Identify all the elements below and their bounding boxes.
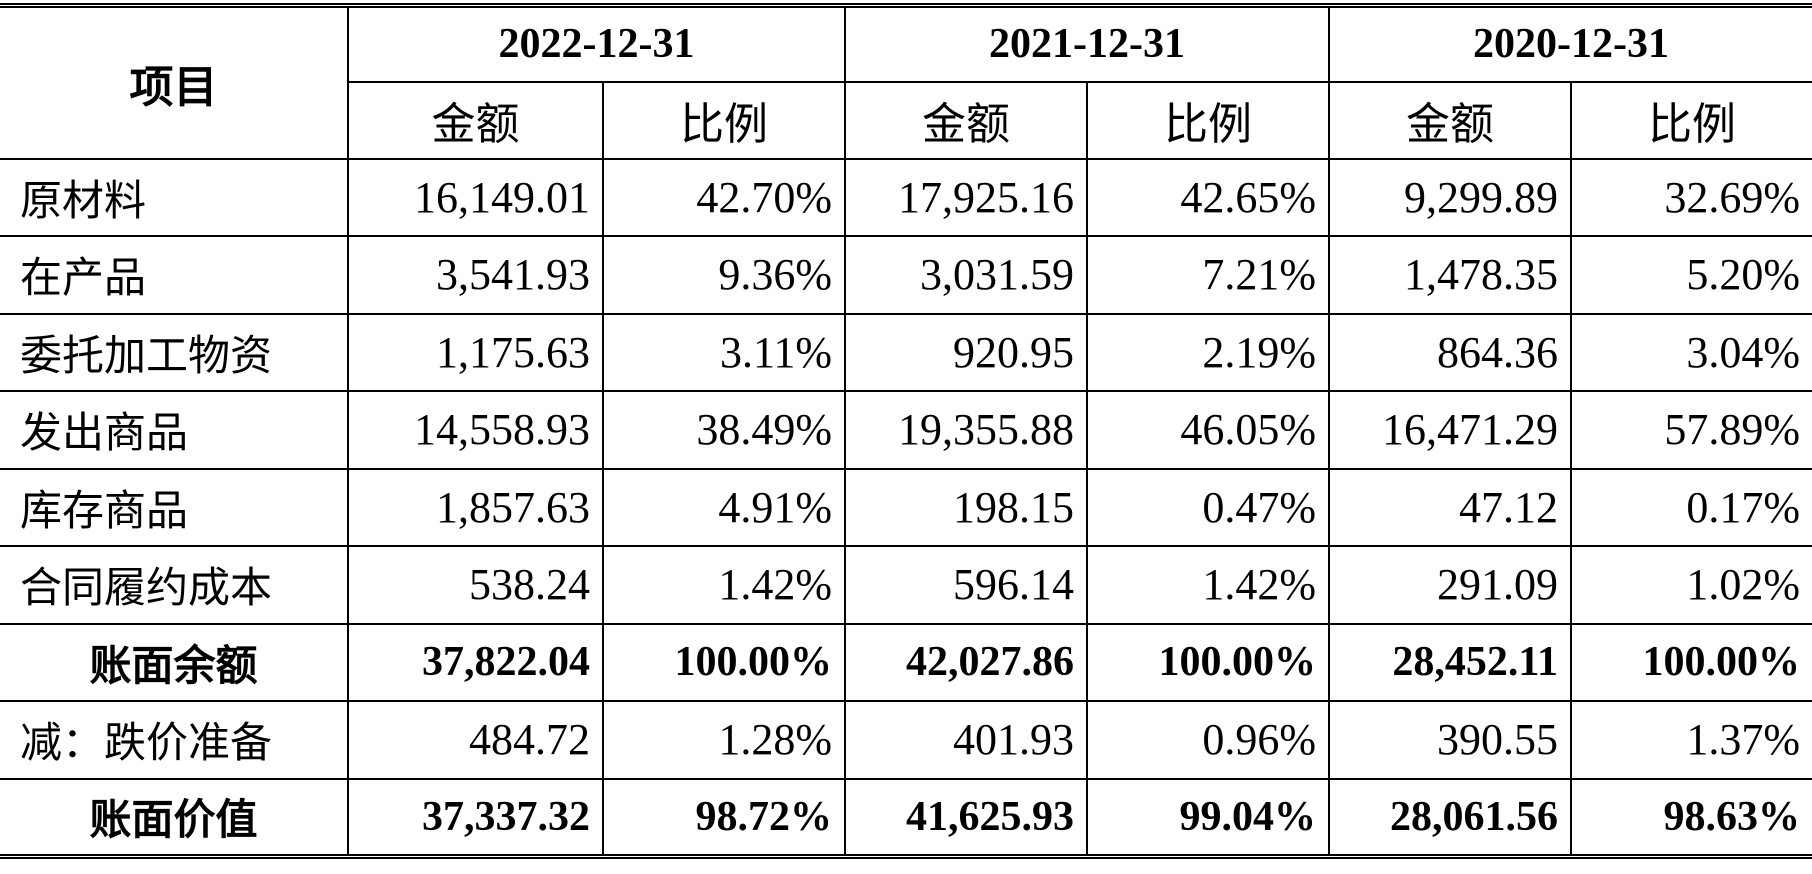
ratio-cell: 3.04% [1570,312,1812,392]
ratio-cell: 100.00% [601,622,847,702]
amount-cell: 390.55 [1328,700,1573,780]
row-label: 委托加工物资 [0,312,349,392]
amount-cell: 198.15 [844,467,1089,547]
amount-cell: 1,857.63 [347,467,604,547]
ratio-cell: 0.47% [1086,467,1331,547]
amount-cell: 41,625.93 [844,777,1089,857]
amount-cell: 37,337.32 [347,777,604,857]
ratio-cell: 100.00% [1086,622,1331,702]
ratio-cell: 1.28% [601,700,847,780]
amount-cell: 47.12 [1328,467,1573,547]
table-row: 减：跌价准备 484.72 1.28% 401.93 0.96% 390.55 1.37% [0,700,1812,780]
period-header-2020: 2020-12-31 [1328,4,1812,83]
row-label: 发出商品 [0,390,349,470]
table-row: 发出商品 14,558.93 38.49% 19,355.88 46.05% 16,471… [0,390,1812,470]
ratio-header: 比例 [601,80,847,160]
amount-cell: 9,299.89 [1328,157,1573,237]
table-row: 账面余额 37,822.04 100.00% 42,027.86 100.00% 28,4… [0,622,1812,702]
header-row-subcolumns: 金额 比例 金额 比例 金额 比例 [0,80,1812,160]
table-row: 委托加工物资 1,175.63 3.11% 920.95 2.19% 864.36 3.04… [0,312,1812,392]
ratio-cell: 46.05% [1086,390,1331,470]
amount-header: 金额 [1328,80,1573,160]
table-row: 在产品 3,541.93 9.36% 3,031.59 7.21% 1,478.35 5.2… [0,235,1812,315]
ratio-header: 比例 [1570,80,1812,160]
row-label: 账面价值 [0,777,349,857]
row-label: 减：跌价准备 [0,700,349,780]
amount-cell: 28,452.11 [1328,622,1573,702]
ratio-cell: 1.37% [1570,700,1812,780]
amount-cell: 291.09 [1328,545,1573,625]
ratio-cell: 3.11% [601,312,847,392]
ratio-cell: 42.70% [601,157,847,237]
amount-cell: 3,541.93 [347,235,604,315]
ratio-cell: 7.21% [1086,235,1331,315]
amount-cell: 28,061.56 [1328,777,1573,857]
amount-header: 金额 [348,80,604,160]
ratio-cell: 0.96% [1086,700,1331,780]
table-row: 账面价值 37,337.32 98.72% 41,625.93 99.04% 28,061… [0,777,1812,857]
row-label: 账面余额 [0,622,349,702]
table-row: 合同履约成本 538.24 1.42% 596.14 1.42% 291.09 1.02% [0,545,1812,625]
row-label: 合同履约成本 [0,545,349,625]
inventory-table: 项目 2022-12-31 2021-12-31 2020-12-31 金额 比… [0,3,1812,859]
ratio-cell: 9.36% [601,235,847,315]
ratio-header: 比例 [1086,80,1331,160]
amount-cell: 42,027.86 [844,622,1089,702]
amount-cell: 484.72 [347,700,604,780]
amount-cell: 920.95 [844,312,1089,392]
ratio-cell: 1.02% [1570,545,1812,625]
amount-cell: 16,149.01 [347,157,604,237]
ratio-cell: 5.20% [1570,235,1812,315]
amount-header: 金额 [844,80,1089,160]
ratio-cell: 2.19% [1086,312,1331,392]
amount-cell: 17,925.16 [844,157,1089,237]
period-header-2021: 2021-12-31 [844,4,1331,83]
amount-cell: 1,175.63 [347,312,604,392]
ratio-cell: 42.65% [1086,157,1331,237]
ratio-cell: 100.00% [1570,622,1812,702]
ratio-cell: 4.91% [601,467,847,547]
amount-cell: 19,355.88 [844,390,1089,470]
table-row: 原材料 16,149.01 42.70% 17,925.16 42.65% 9,299.8… [0,157,1812,237]
row-label: 原材料 [0,157,349,237]
ratio-cell: 99.04% [1086,777,1331,857]
amount-cell: 864.36 [1328,312,1573,392]
ratio-cell: 32.69% [1570,157,1812,237]
ratio-cell: 57.89% [1570,390,1812,470]
amount-cell: 14,558.93 [347,390,604,470]
amount-cell: 37,822.04 [347,622,604,702]
ratio-cell: 98.72% [601,777,847,857]
table-body: 原材料 16,149.01 42.70% 17,925.16 42.65% 9,299.8… [0,157,1812,857]
amount-cell: 16,471.29 [1328,390,1573,470]
ratio-cell: 1.42% [601,545,847,625]
amount-cell: 401.93 [844,700,1089,780]
amount-cell: 3,031.59 [844,235,1089,315]
table-row: 库存商品 1,857.63 4.91% 198.15 0.47% 47.12 0.17% [0,467,1812,547]
ratio-cell: 38.49% [601,390,847,470]
amount-cell: 596.14 [844,545,1089,625]
row-label: 库存商品 [0,467,349,547]
item-column-header: 项目 [0,4,349,160]
header-row-dates: 项目 2022-12-31 2021-12-31 2020-12-31 [0,4,1812,160]
ratio-cell: 98.63% [1570,777,1812,857]
row-label: 在产品 [0,235,349,315]
amount-cell: 538.24 [347,545,604,625]
amount-cell: 1,478.35 [1328,235,1573,315]
ratio-cell: 1.42% [1086,545,1331,625]
ratio-cell: 0.17% [1570,467,1812,547]
period-header-2022: 2022-12-31 [346,4,847,83]
